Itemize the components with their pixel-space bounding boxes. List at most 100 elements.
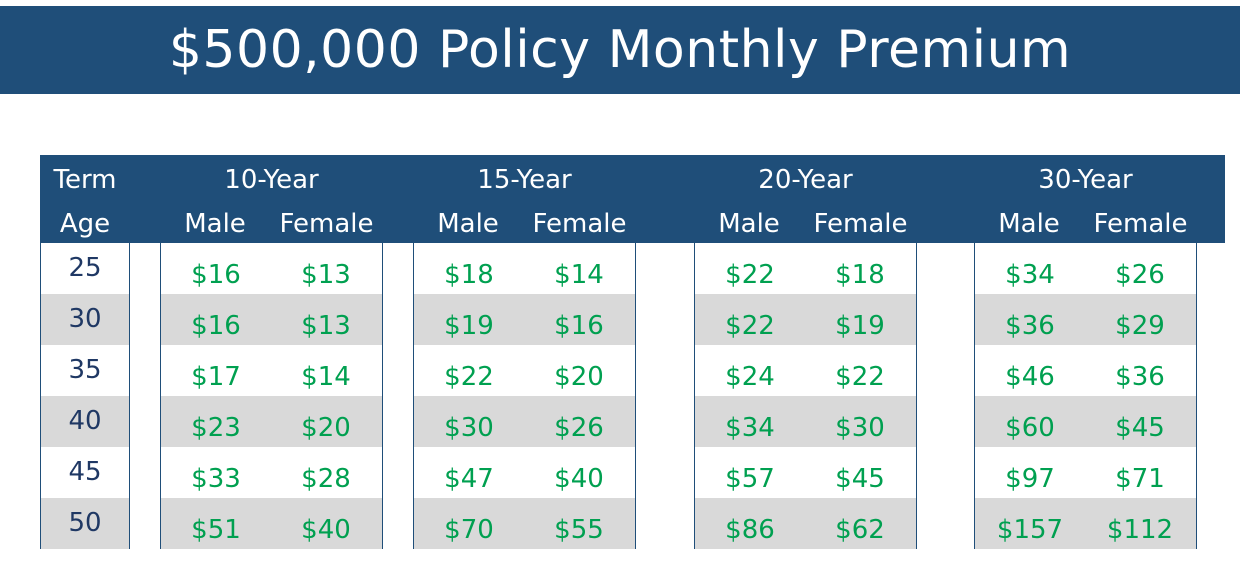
table-row: $60 $45	[975, 396, 1196, 447]
male-premium: $22	[725, 260, 775, 290]
male-header: Male	[998, 209, 1060, 239]
table-row: $47 $40	[414, 447, 635, 498]
male-premium: $16	[191, 311, 241, 341]
age-row: 30	[41, 294, 129, 345]
male-premium: $34	[725, 413, 775, 443]
table-row: $157 $112	[975, 498, 1196, 549]
age-value: 50	[68, 508, 102, 538]
table-row: $24 $22	[695, 345, 916, 396]
term-header-label: Term	[53, 165, 117, 195]
male-premium: $30	[444, 413, 494, 443]
male-premium: $16	[191, 260, 241, 290]
female-premium: $30	[835, 413, 885, 443]
age-value: 30	[68, 304, 102, 334]
male-premium: $36	[1005, 311, 1055, 341]
female-premium: $14	[554, 260, 604, 290]
male-header: Male	[184, 209, 246, 239]
female-header: Female	[813, 209, 908, 239]
age-row: 35	[41, 345, 129, 396]
female-header: Female	[532, 209, 627, 239]
term-header-10-year: 10-Year	[224, 165, 319, 195]
female-premium: $28	[301, 464, 351, 494]
page-title: $500,000 Policy Monthly Premium	[168, 20, 1072, 80]
male-premium: $70	[444, 515, 494, 545]
age-column: 25 30 35 40 45 50	[40, 243, 130, 549]
table-row: $34 $26	[975, 243, 1196, 294]
term-header-30-year: 30-Year	[1038, 165, 1133, 195]
table-row: $19 $16	[414, 294, 635, 345]
table-row: $97 $71	[975, 447, 1196, 498]
male-premium: $24	[725, 362, 775, 392]
table-row: $70 $55	[414, 498, 635, 549]
female-premium: $13	[301, 260, 351, 290]
age-row: 25	[41, 243, 129, 294]
table-row: $16 $13	[161, 294, 382, 345]
premium-block-15-year: $18 $14 $19 $16 $22 $20 $30 $26 $47 $40 $70 $55	[413, 243, 636, 549]
male-premium: $97	[1005, 464, 1055, 494]
male-premium: $17	[191, 362, 241, 392]
male-premium: $18	[444, 260, 494, 290]
term-header-15-year: 15-Year	[477, 165, 572, 195]
female-premium: $45	[1115, 413, 1165, 443]
table-row: $86 $62	[695, 498, 916, 549]
table-row: $17 $14	[161, 345, 382, 396]
female-premium: $26	[554, 413, 604, 443]
age-row: 50	[41, 498, 129, 549]
male-premium: $86	[725, 515, 775, 545]
male-premium: $22	[444, 362, 494, 392]
female-premium: $29	[1115, 311, 1165, 341]
male-header: Male	[718, 209, 780, 239]
title-banner: $500,000 Policy Monthly Premium	[0, 6, 1240, 94]
female-premium: $40	[554, 464, 604, 494]
table-row: $46 $36	[975, 345, 1196, 396]
female-premium: $62	[835, 515, 885, 545]
table-row: $22 $20	[414, 345, 635, 396]
male-premium: $19	[444, 311, 494, 341]
female-premium: $71	[1115, 464, 1165, 494]
age-value: 45	[68, 457, 102, 487]
female-header: Female	[1093, 209, 1188, 239]
table-row: $51 $40	[161, 498, 382, 549]
male-premium: $157	[996, 515, 1064, 545]
female-premium: $40	[301, 515, 351, 545]
age-value: 25	[68, 253, 102, 283]
male-header: Male	[437, 209, 499, 239]
premium-block-10-year: $16 $13 $16 $13 $17 $14 $23 $20 $33 $28 $51 $40	[160, 243, 383, 549]
premium-block-20-year: $22 $18 $22 $19 $24 $22 $34 $30 $57 $45 $86 $62	[694, 243, 917, 549]
female-premium: $16	[554, 311, 604, 341]
female-premium: $18	[835, 260, 885, 290]
male-premium: $22	[725, 311, 775, 341]
female-premium: $26	[1115, 260, 1165, 290]
table-row: $57 $45	[695, 447, 916, 498]
table-row: $36 $29	[975, 294, 1196, 345]
female-premium: $112	[1106, 515, 1174, 545]
female-premium: $22	[835, 362, 885, 392]
table-row: $34 $30	[695, 396, 916, 447]
male-premium: $47	[444, 464, 494, 494]
male-premium: $23	[191, 413, 241, 443]
female-premium: $20	[554, 362, 604, 392]
table-row: $22 $19	[695, 294, 916, 345]
age-row: 40	[41, 396, 129, 447]
male-premium: $57	[725, 464, 775, 494]
table-row: $18 $14	[414, 243, 635, 294]
age-row: 45	[41, 447, 129, 498]
age-value: 35	[68, 355, 102, 385]
table-row: $30 $26	[414, 396, 635, 447]
table-row: $16 $13	[161, 243, 382, 294]
term-header-20-year: 20-Year	[758, 165, 853, 195]
table-row: $22 $18	[695, 243, 916, 294]
female-premium: $14	[301, 362, 351, 392]
female-premium: $55	[554, 515, 604, 545]
female-premium: $13	[301, 311, 351, 341]
age-header-label: Age	[59, 209, 111, 239]
male-premium: $46	[1005, 362, 1055, 392]
male-premium: $33	[191, 464, 241, 494]
age-value: 40	[68, 406, 102, 436]
male-premium: $34	[1005, 260, 1055, 290]
female-premium: $20	[301, 413, 351, 443]
male-premium: $60	[1005, 413, 1055, 443]
table-row: $33 $28	[161, 447, 382, 498]
female-premium: $45	[835, 464, 885, 494]
table-header	[40, 155, 1225, 243]
